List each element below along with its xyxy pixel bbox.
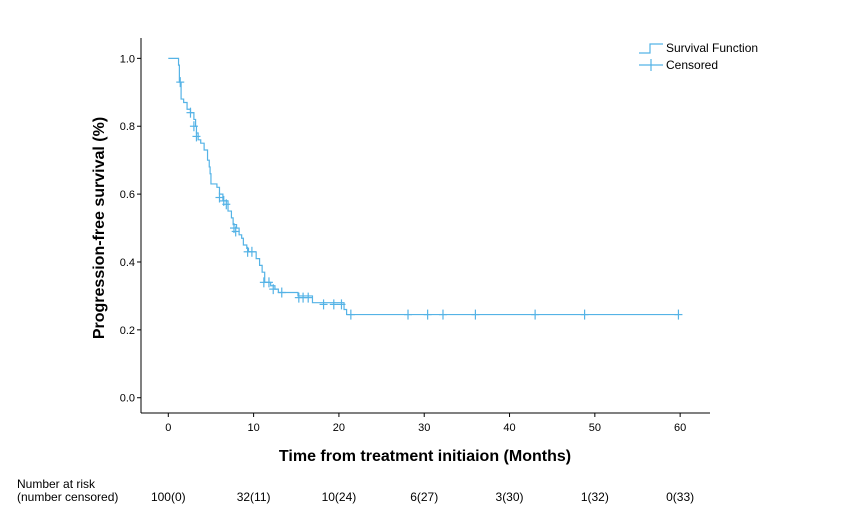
risk-table-values: 100(0) 32(11) 10(24) 6(27) 3(30) 1(32) 0(33): [151, 490, 694, 504]
y-axis-title: Progression-free survival (%): [91, 117, 108, 339]
x-axis-title: Time from treatment initiaion (Months): [279, 448, 571, 465]
legend-survival-label: Survival Function: [666, 41, 758, 55]
censored-marker: [222, 199, 231, 210]
y-axis-ticks: 0.0 0.2 0.4 0.6 0.8 1.0: [120, 53, 141, 405]
x-tick-label: 10: [247, 422, 259, 434]
legend-survival-swatch: [639, 43, 663, 54]
censored-marker: [264, 277, 273, 288]
censored-marker: [404, 309, 413, 320]
x-axis-ticks: 0 10 20 30 40 50 60: [165, 413, 686, 434]
censor-layer: [176, 77, 683, 320]
y-tick-label: 1.0: [120, 53, 135, 65]
series-layer: [168, 57, 679, 316]
risk-table-header-line2: (number censored): [17, 490, 118, 504]
censored-marker: [329, 299, 338, 310]
risk-table-value: 100(0): [151, 490, 186, 504]
censored-marker: [319, 299, 328, 310]
censored-marker: [423, 309, 432, 320]
censored-marker: [304, 292, 313, 303]
risk-table-value: 10(24): [322, 490, 357, 504]
censored-marker: [189, 121, 198, 132]
legend-censored-label: Censored: [666, 58, 718, 72]
y-tick-label: 0.4: [120, 257, 135, 269]
censored-marker: [176, 77, 185, 88]
x-tick-label: 40: [503, 422, 515, 434]
censored-marker: [269, 284, 278, 295]
censored-marker: [247, 246, 256, 257]
risk-table-value: 3(30): [496, 490, 524, 504]
risk-table-value: 6(27): [410, 490, 438, 504]
axes: [140, 38, 710, 414]
x-tick-label: 0: [165, 422, 171, 434]
x-tick-label: 60: [674, 422, 686, 434]
x-tick-label: 30: [418, 422, 430, 434]
censored-marker: [215, 192, 224, 203]
y-tick-label: 0.2: [120, 325, 135, 337]
censored-marker: [531, 309, 540, 320]
risk-table-header-line1: Number at risk: [17, 477, 96, 491]
censored-marker: [346, 309, 355, 320]
risk-table-value: 0(33): [666, 490, 694, 504]
censored-marker: [337, 299, 346, 310]
risk-table-value: 32(11): [237, 490, 271, 504]
legend-censored-swatch: [639, 59, 663, 71]
x-tick-label: 50: [589, 422, 601, 434]
risk-table: Number at risk (number censored) 100(0) 3…: [17, 477, 694, 504]
censored-marker: [438, 309, 447, 320]
risk-table-value: 1(32): [581, 490, 609, 504]
legend: Survival Function Censored: [639, 41, 758, 72]
x-tick-label: 20: [333, 422, 345, 434]
censored-marker: [471, 309, 480, 320]
censored-marker: [580, 309, 589, 320]
censored-marker: [674, 309, 683, 320]
y-tick-label: 0.8: [120, 121, 135, 133]
survival-function-line: [168, 57, 679, 316]
y-tick-label: 0.0: [120, 393, 135, 405]
censored-marker: [186, 107, 195, 118]
censored-marker: [192, 131, 201, 142]
censored-marker: [277, 287, 286, 298]
censored-marker: [231, 226, 240, 237]
y-tick-label: 0.6: [120, 189, 135, 201]
